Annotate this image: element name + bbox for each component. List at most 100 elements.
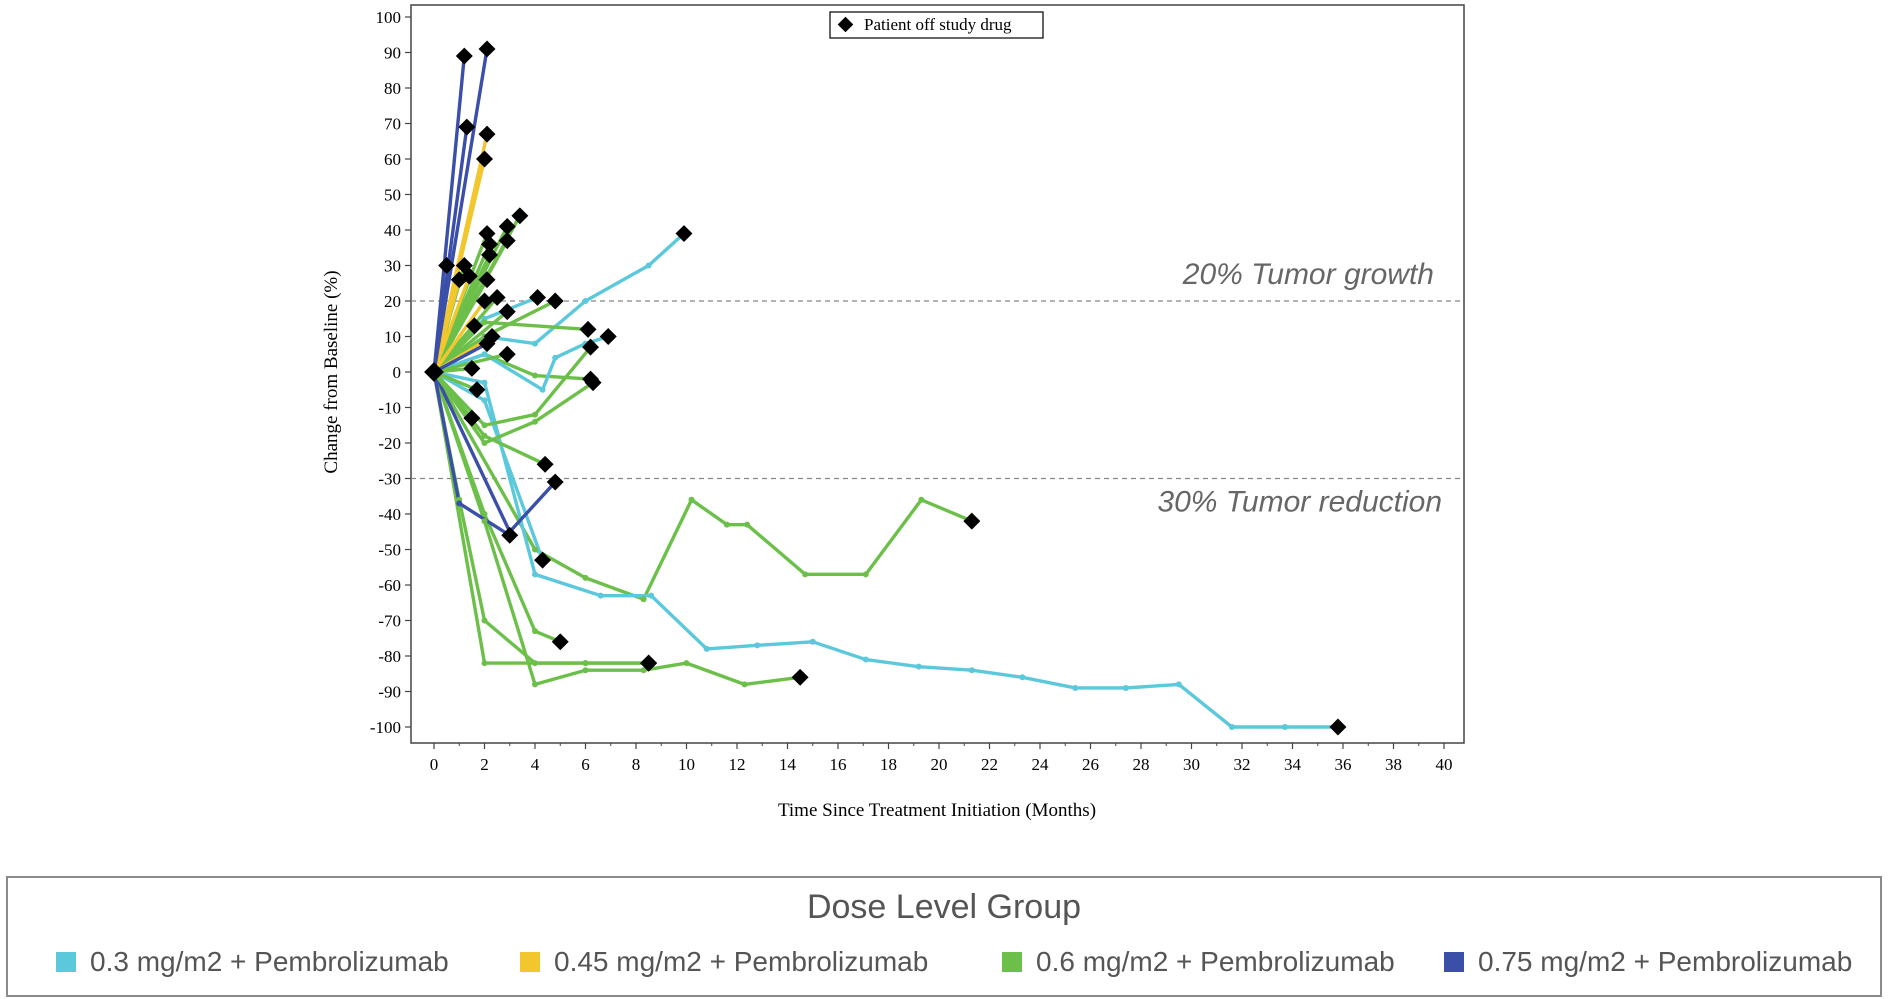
data-point	[532, 660, 538, 667]
data-point	[552, 354, 559, 361]
series-line-0.6	[432, 371, 595, 445]
y-tick-label: -100	[370, 718, 401, 737]
x-tick-label: 24	[1032, 755, 1050, 774]
off-study-marker	[478, 335, 496, 353]
data-point	[532, 681, 538, 688]
x-tick-label: 0	[430, 755, 439, 774]
y-tick-label: 70	[384, 115, 401, 134]
off-study-marker	[476, 292, 493, 310]
off-study-marker	[511, 207, 529, 225]
data-point	[481, 397, 488, 404]
series-line-0.6	[432, 370, 474, 420]
y-tick-label: -60	[378, 576, 401, 595]
origin-marker	[424, 362, 444, 382]
data-point	[481, 440, 488, 446]
x-tick-label: 4	[531, 755, 540, 774]
series-line-0.6	[432, 310, 509, 374]
off-study-marker	[582, 338, 600, 356]
data-point	[481, 511, 488, 517]
data-point	[582, 298, 589, 304]
reference-line-label: 20% Tumor growth	[1182, 258, 1434, 291]
y-tick-label: 90	[384, 44, 401, 63]
data-point	[645, 262, 652, 269]
data-point	[915, 663, 922, 670]
off-study-marker	[579, 320, 597, 338]
x-tick-label: 6	[581, 755, 590, 774]
data-point	[481, 660, 488, 667]
off-study-marker	[463, 359, 481, 377]
y-tick-label: 50	[384, 186, 401, 205]
off-study-marker	[458, 118, 476, 136]
y-tick-label: -90	[378, 683, 401, 702]
data-point	[532, 571, 538, 578]
y-tick-label: 10	[384, 328, 401, 347]
x-tick-label: 14	[779, 755, 797, 774]
y-tick-label: -30	[378, 470, 401, 489]
data-point	[456, 500, 463, 507]
x-tick-label: 16	[830, 755, 847, 774]
off-study-marker	[534, 551, 552, 569]
series-line-0.6	[432, 371, 561, 644]
data-point	[481, 351, 488, 358]
series-line-0.6	[432, 346, 592, 427]
off-study-marker	[546, 292, 564, 310]
x-tick-label: 10	[678, 755, 695, 774]
data-point	[532, 418, 538, 425]
marker-legend-label: Patient off study drug	[864, 15, 1012, 34]
y-tick-label: -20	[378, 434, 401, 453]
data-point	[532, 340, 538, 347]
off-study-marker	[438, 257, 456, 274]
y-tick-label: -40	[378, 505, 401, 524]
y-tick-label: -50	[378, 541, 401, 560]
legend-swatch-0.3	[56, 952, 76, 972]
legend-swatch-0.6	[1002, 952, 1022, 972]
data-point	[1122, 684, 1129, 691]
off-study-marker	[478, 125, 496, 143]
off-study-marker	[468, 381, 486, 399]
x-tick-label: 36	[1335, 755, 1352, 774]
legend-item-0.75: 0.75 mg/m2 + Pembrolizumab	[1444, 946, 1852, 978]
x-tick-label: 30	[1183, 755, 1200, 774]
data-point	[703, 645, 710, 652]
data-point	[481, 432, 488, 439]
y-tick-label: -70	[378, 612, 401, 631]
data-point	[802, 571, 809, 578]
y-tick-label: 30	[384, 257, 401, 276]
data-point	[582, 574, 589, 581]
off-study-marker	[582, 370, 600, 388]
x-tick-label: 28	[1133, 755, 1150, 774]
off-study-marker	[675, 225, 693, 243]
data-point	[741, 681, 748, 688]
data-point	[754, 642, 761, 649]
off-study-marker	[791, 668, 809, 686]
series-line-0.45	[432, 133, 489, 373]
series-line-0.75	[432, 48, 489, 373]
series-line-0.45	[432, 275, 471, 373]
data-point	[968, 667, 975, 674]
data-point	[582, 667, 589, 674]
off-study-marker	[551, 633, 569, 651]
legend-label-0.75: 0.75 mg/m2 + Pembrolizumab	[1478, 946, 1853, 977]
off-study-marker	[460, 267, 478, 285]
data-point	[688, 496, 695, 503]
y-tick-label: -10	[378, 399, 401, 418]
data-point	[481, 379, 488, 386]
y-tick-label: 0	[393, 363, 402, 382]
x-tick-label: 12	[729, 755, 746, 774]
data-point	[597, 592, 604, 599]
x-tick-label: 20	[931, 755, 948, 774]
data-point	[1019, 674, 1026, 681]
x-tick-label: 26	[1082, 755, 1099, 774]
data-point	[1281, 724, 1288, 730]
x-tick-label: 38	[1385, 755, 1402, 774]
y-tick-label: 100	[376, 8, 402, 27]
data-point	[918, 496, 925, 503]
data-point	[683, 660, 690, 667]
x-tick-label: 22	[981, 755, 998, 774]
data-point	[640, 667, 647, 674]
series-line-0.6	[433, 370, 478, 392]
off-study-marker	[529, 288, 547, 306]
marker-legend: Patient off study drug	[829, 11, 1044, 39]
x-tick-label: 18	[880, 755, 897, 774]
